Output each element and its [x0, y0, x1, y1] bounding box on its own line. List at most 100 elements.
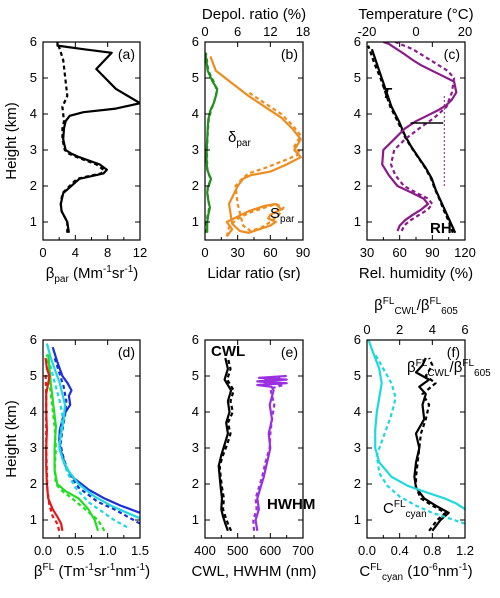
x-tick-label: 90 [296, 245, 310, 260]
x-tick-label: 0.4 [391, 543, 409, 558]
x-tick-label: 60 [392, 245, 406, 260]
y-tick-label: 1 [354, 512, 361, 527]
hwhm-annotation: HWHM [267, 496, 315, 513]
series-line-red [44, 357, 64, 531]
plot-frame [42, 41, 141, 241]
y-tick-label: 6 [30, 332, 37, 347]
y-tick-label: 1 [192, 214, 199, 229]
series-group [217, 357, 288, 532]
x-tick-label: 60 [263, 245, 277, 260]
x-tick-label: 12 [133, 245, 147, 260]
x-axis-label-d: βFL (Tm-1sr-1nm-1) [34, 562, 150, 580]
x-axis-label-a: βpar (Mm-1sr-1) [46, 264, 139, 285]
series-line-ratio_dashed [414, 357, 447, 532]
cyan-annotation: CFLcyan [383, 499, 427, 520]
y-tick-label: 6 [192, 34, 199, 49]
series-group [205, 52, 302, 238]
series-line-cyan [367, 340, 465, 511]
top-axis-label-f: βFLCWL/βFL605 [374, 296, 458, 317]
top-tick-label: 0 [201, 24, 208, 39]
x-tick-label: 1.2 [456, 543, 474, 558]
y-tick-label: 4 [192, 404, 199, 419]
x-tick-label: 0 [39, 245, 46, 260]
panel-label: (c) [444, 46, 460, 62]
y-tick-label: 1 [354, 214, 361, 229]
top-tick-label: -20 [358, 24, 377, 39]
series-line-CWL_dashed [218, 357, 235, 532]
top-tick-label: 6 [461, 322, 468, 337]
y-tick-label: 5 [30, 70, 37, 85]
y-tick-label: 5 [192, 70, 199, 85]
y-tick-label: 5 [354, 70, 361, 85]
y-tick-label: 6 [30, 34, 37, 49]
x-tick-label: 0.0 [34, 543, 52, 558]
y-tick-label: 2 [30, 476, 37, 491]
x-tick-label: 0.0 [358, 543, 376, 558]
x-axis-label: CWL, HWHM (nm) [192, 563, 317, 580]
x-tick-label: 0 [201, 245, 208, 260]
x-tick-label: 0.8 [423, 543, 441, 558]
series-group [367, 340, 465, 532]
y-axis-label: Height (km) [3, 400, 20, 478]
y-tick-label: 2 [354, 476, 361, 491]
series-line-T_dashed [367, 45, 454, 234]
y-tick-label: 4 [354, 106, 361, 121]
y-tick-label: 1 [30, 512, 37, 527]
series-line-S_par_dashed [225, 91, 302, 237]
temperature-annotation: T [382, 85, 393, 102]
top-tick-label: 18 [296, 24, 310, 39]
y-tick-label: 3 [192, 142, 199, 157]
x-tick-label: 1.0 [99, 543, 117, 558]
x-tick-label: 90 [425, 245, 439, 260]
x-tick-label: 600 [259, 543, 281, 558]
y-tick-label: 5 [192, 368, 199, 383]
series-line-red_dashed [44, 372, 61, 532]
top-tick-label: 20 [458, 24, 472, 39]
series-group [367, 42, 458, 234]
panel-label: (b) [281, 46, 298, 62]
top-axis-label: Temperature (°C) [358, 6, 473, 23]
panel-label: (f) [447, 344, 460, 360]
y-tick-label: 2 [192, 178, 199, 193]
series-line-1 [56, 42, 105, 233]
y-tick-label: 3 [192, 440, 199, 455]
series-line-delta_par_dashed [205, 52, 219, 233]
y-tick-label: 2 [354, 178, 361, 193]
top-tick-label: 2 [396, 322, 403, 337]
series-line-0 [56, 42, 140, 233]
panel-c: 30 60 90 120 -20 0 20 1 2 3 4 5 6 (c) Rel. humidity (%… [354, 6, 476, 282]
y-tick-label: 5 [30, 368, 37, 383]
top-tick-label: 6 [234, 24, 241, 39]
x-tick-label: 400 [194, 543, 216, 558]
y-tick-label: 6 [354, 332, 361, 347]
x-tick-label: 700 [292, 543, 314, 558]
delta-annotation: δpar [228, 129, 251, 149]
x-tick-label: 120 [454, 245, 476, 260]
y-tick-label: 3 [30, 440, 37, 455]
series-line-ratio [413, 357, 450, 532]
plot-frame [366, 41, 466, 241]
top-tick-label: 4 [429, 322, 436, 337]
x-axis-label: Lidar ratio (sr) [207, 265, 300, 282]
series-line-cyan_dashed [47, 357, 128, 529]
y-tick-label: 4 [192, 106, 199, 121]
series-line-blue [51, 346, 140, 514]
series-group [44, 343, 140, 532]
x-tick-label: 30 [230, 245, 244, 260]
y-tick-label: 6 [354, 34, 361, 49]
series-line-green [47, 354, 100, 532]
x-tick-label: 500 [227, 543, 249, 558]
y-tick-label: 3 [30, 142, 37, 157]
y-tick-label: 4 [30, 404, 37, 419]
panel-e: 400 500 600 700 1 2 3 4 5 6 (e) CWL, HWHM (nm) [192, 332, 317, 580]
series-group [56, 42, 140, 233]
top-tick-label: 0 [412, 24, 419, 39]
series-line-CWL [217, 357, 233, 532]
series-line-RH [381, 42, 458, 232]
y-tick-label: 4 [354, 404, 361, 419]
x-axis-label: Rel. humidity (%) [359, 265, 473, 282]
